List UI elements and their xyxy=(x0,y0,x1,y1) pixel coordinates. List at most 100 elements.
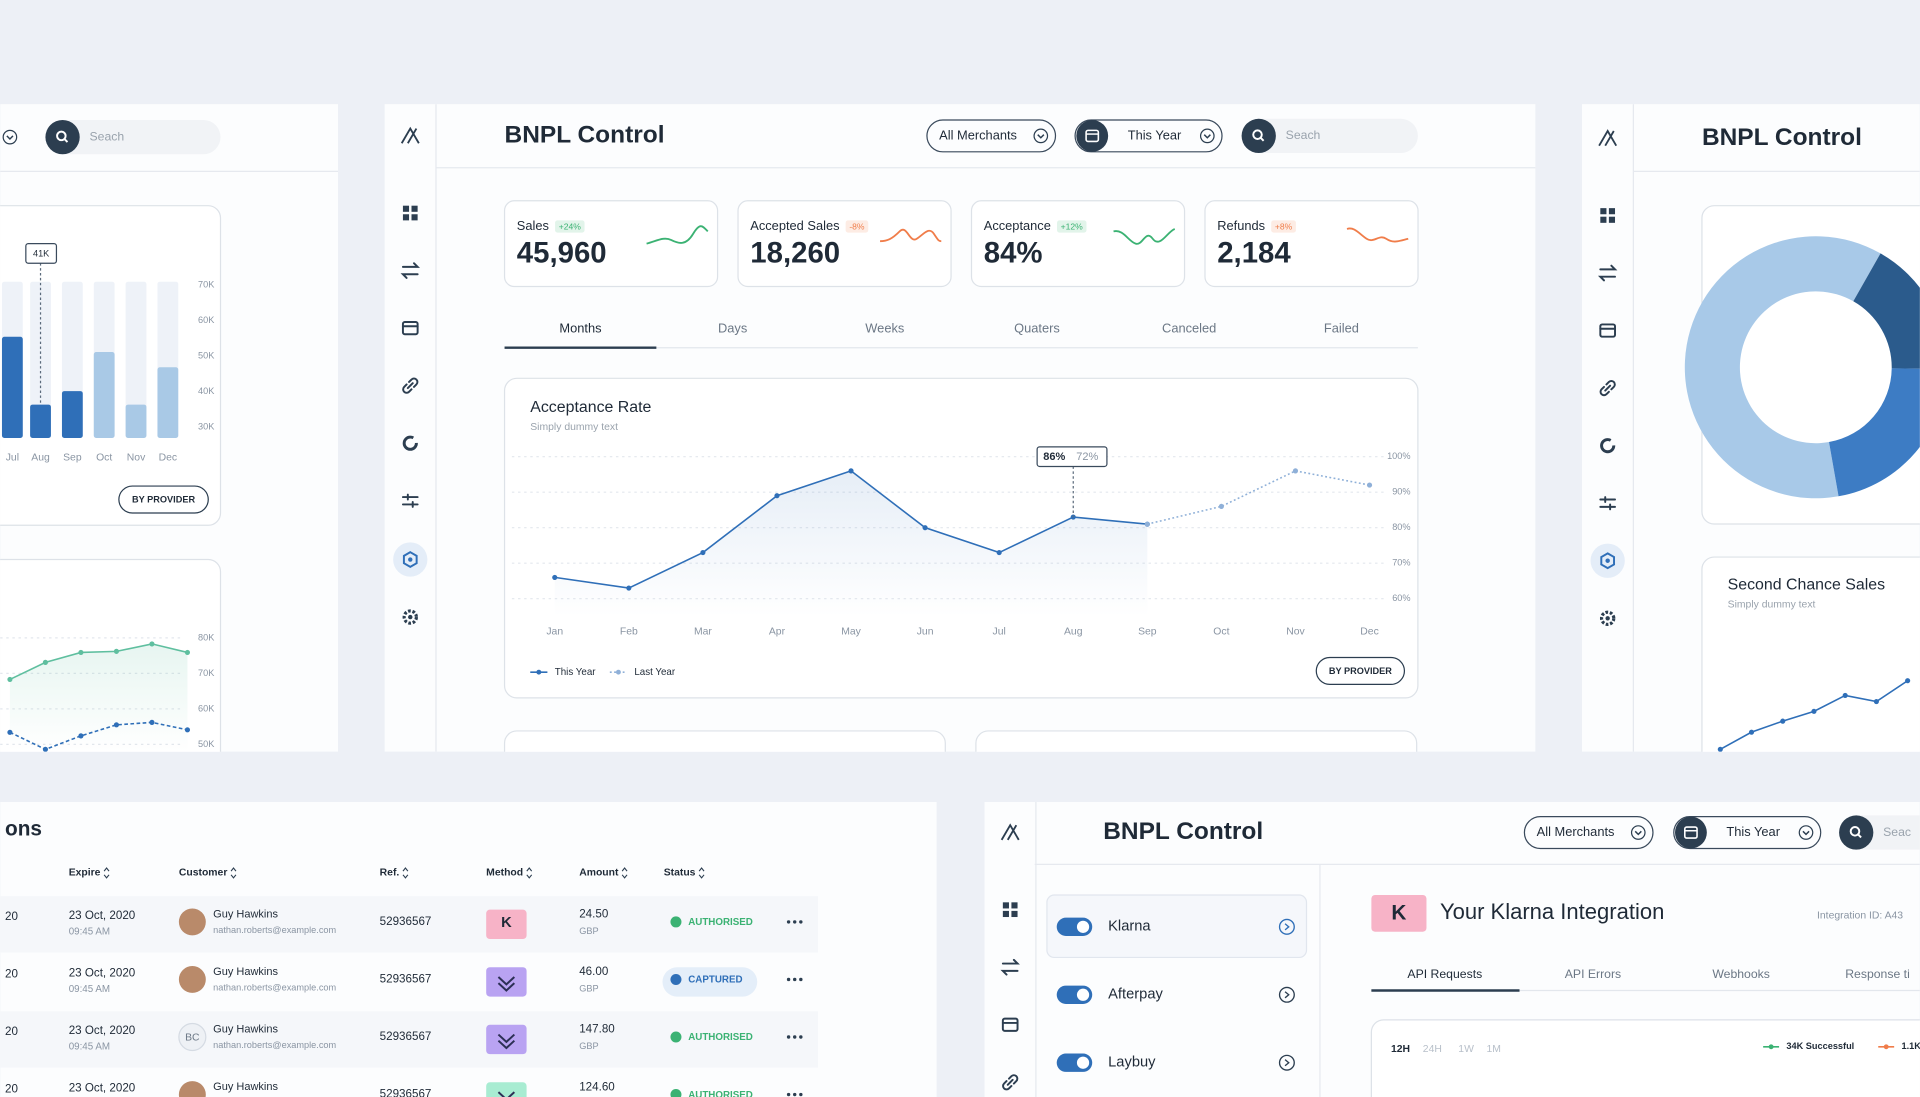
column-header[interactable]: Customer xyxy=(179,868,228,879)
provider-button[interactable] xyxy=(1315,656,1406,686)
ref: 52936567 xyxy=(380,1088,432,1097)
icon-link[interactable] xyxy=(1002,1074,1019,1091)
column-header[interactable]: Amount xyxy=(579,868,619,879)
kpi-badge xyxy=(1056,220,1087,233)
icon-dashboard[interactable] xyxy=(1600,216,1607,223)
tab[interactable]: API Errors xyxy=(1565,967,1621,981)
line-point xyxy=(184,727,191,733)
range-option[interactable]: 24H xyxy=(1423,1044,1442,1055)
column-header[interactable]: Expire xyxy=(69,868,101,879)
tab[interactable]: Failed xyxy=(1324,321,1359,336)
provider-arrow[interactable] xyxy=(1278,918,1295,935)
tab[interactable]: Response ti xyxy=(1845,967,1910,981)
icon-sliders[interactable] xyxy=(1599,496,1616,511)
x-tick-label: Aug xyxy=(1064,627,1083,638)
range-option[interactable]: 1M xyxy=(1486,1044,1500,1055)
period-filter[interactable] xyxy=(1673,816,1822,850)
tab[interactable]: API Requests xyxy=(1407,967,1482,981)
x-tick-label: Nov xyxy=(1286,627,1305,638)
merchant-filter[interactable] xyxy=(926,119,1057,153)
chevron-circle xyxy=(2,129,18,145)
bar xyxy=(125,404,147,438)
icon-dashboard[interactable] xyxy=(402,214,410,221)
column-header[interactable]: Status xyxy=(664,868,696,879)
search-box[interactable] xyxy=(45,119,221,155)
legend-label: 34K Successful xyxy=(1786,1041,1854,1051)
icon-dashboard[interactable] xyxy=(1608,216,1616,223)
row-menu-dot[interactable] xyxy=(793,977,797,982)
icon-dashboard[interactable] xyxy=(402,205,410,212)
row-id: 20 xyxy=(5,1083,18,1096)
search-icon xyxy=(56,130,67,142)
donut-segment xyxy=(1853,253,1920,369)
row-menu-dot[interactable] xyxy=(799,1092,803,1097)
row-menu-dot[interactable] xyxy=(799,977,803,982)
period-filter-label: This Year xyxy=(1128,127,1182,142)
y-tick-label: 70K xyxy=(198,280,215,290)
icon-dashboard[interactable] xyxy=(1608,208,1616,215)
tab[interactable]: Weeks xyxy=(865,321,904,336)
x-tick-label: Aug xyxy=(31,452,50,463)
chart-card xyxy=(503,377,1419,699)
period-filter[interactable] xyxy=(1074,119,1223,153)
expire-date: 23 Oct, 2020 xyxy=(69,1024,136,1037)
row-menu-dot[interactable] xyxy=(793,1035,797,1039)
column-header[interactable]: Ref. xyxy=(380,868,400,879)
provider-name[interactable]: Afterpay xyxy=(1108,987,1163,1003)
line-point xyxy=(700,549,706,556)
column-header[interactable]: Method xyxy=(486,868,523,879)
provider-name[interactable]: Klarna xyxy=(1108,919,1151,935)
icon-settings[interactable] xyxy=(402,609,418,625)
range-option[interactable]: 12H xyxy=(1391,1044,1410,1055)
icon-transfer[interactable] xyxy=(400,262,420,279)
icon-transfer[interactable] xyxy=(1597,264,1618,282)
tab[interactable]: Webhooks xyxy=(1712,967,1770,981)
tab[interactable]: Months xyxy=(559,321,601,336)
provider-name[interactable]: Laybuy xyxy=(1108,1055,1156,1071)
row-menu-dot[interactable] xyxy=(799,1035,803,1039)
icon-dashboard[interactable] xyxy=(1011,910,1018,918)
search-box[interactable] xyxy=(1241,118,1418,154)
icon-card[interactable] xyxy=(401,321,419,336)
icon-dashboard[interactable] xyxy=(1002,902,1009,909)
icon-link[interactable] xyxy=(1599,380,1616,397)
legend-dot xyxy=(536,669,542,675)
panel: BNPL Control Second Chance Sales Simply du… xyxy=(1581,104,1920,752)
tooltip-value: 72% xyxy=(1076,451,1098,463)
icon-dashboard[interactable] xyxy=(1002,910,1009,918)
provider-button-label[interactable]: BY PROVIDER xyxy=(1329,666,1392,676)
row-menu-dot[interactable] xyxy=(786,1092,791,1097)
tab[interactable]: Quaters xyxy=(1014,321,1060,336)
merchant-filter[interactable] xyxy=(1523,816,1654,850)
row-menu-dot[interactable] xyxy=(786,1035,791,1039)
row-menu-dot[interactable] xyxy=(799,920,803,924)
tab[interactable]: Canceled xyxy=(1162,321,1216,336)
tab[interactable]: Days xyxy=(718,321,747,336)
icon-link[interactable] xyxy=(402,377,419,394)
icon-settings[interactable] xyxy=(1599,610,1616,627)
icon-dashboard[interactable] xyxy=(411,214,418,221)
icon-dashboard[interactable] xyxy=(411,205,418,212)
provider-arrow-head xyxy=(1284,923,1290,931)
provider-button[interactable] xyxy=(118,485,209,514)
row-menu-dot[interactable] xyxy=(786,920,791,924)
icon-sliders[interactable] xyxy=(401,493,419,508)
provider-arrow[interactable] xyxy=(1278,1054,1295,1071)
customer-name: Guy Hawkins xyxy=(213,1024,278,1036)
range-option[interactable]: 1W xyxy=(1458,1044,1474,1055)
icon-refresh[interactable] xyxy=(1600,438,1616,454)
chevron xyxy=(6,135,14,141)
row-menu-dot[interactable] xyxy=(793,1092,797,1097)
provider-arrow[interactable] xyxy=(1278,986,1295,1003)
icon-refresh[interactable] xyxy=(402,435,418,451)
row-menu-dot[interactable] xyxy=(786,977,791,982)
icon-card[interactable] xyxy=(1001,1017,1019,1032)
method-badge xyxy=(486,967,527,997)
provider-button-label[interactable]: BY PROVIDER xyxy=(132,495,195,505)
icon-card[interactable] xyxy=(1599,323,1616,338)
row-menu-dot[interactable] xyxy=(793,920,797,924)
line-point xyxy=(1144,521,1150,527)
icon-transfer[interactable] xyxy=(1000,958,1020,976)
icon-dashboard[interactable] xyxy=(1011,902,1018,909)
icon-dashboard[interactable] xyxy=(1600,208,1607,215)
